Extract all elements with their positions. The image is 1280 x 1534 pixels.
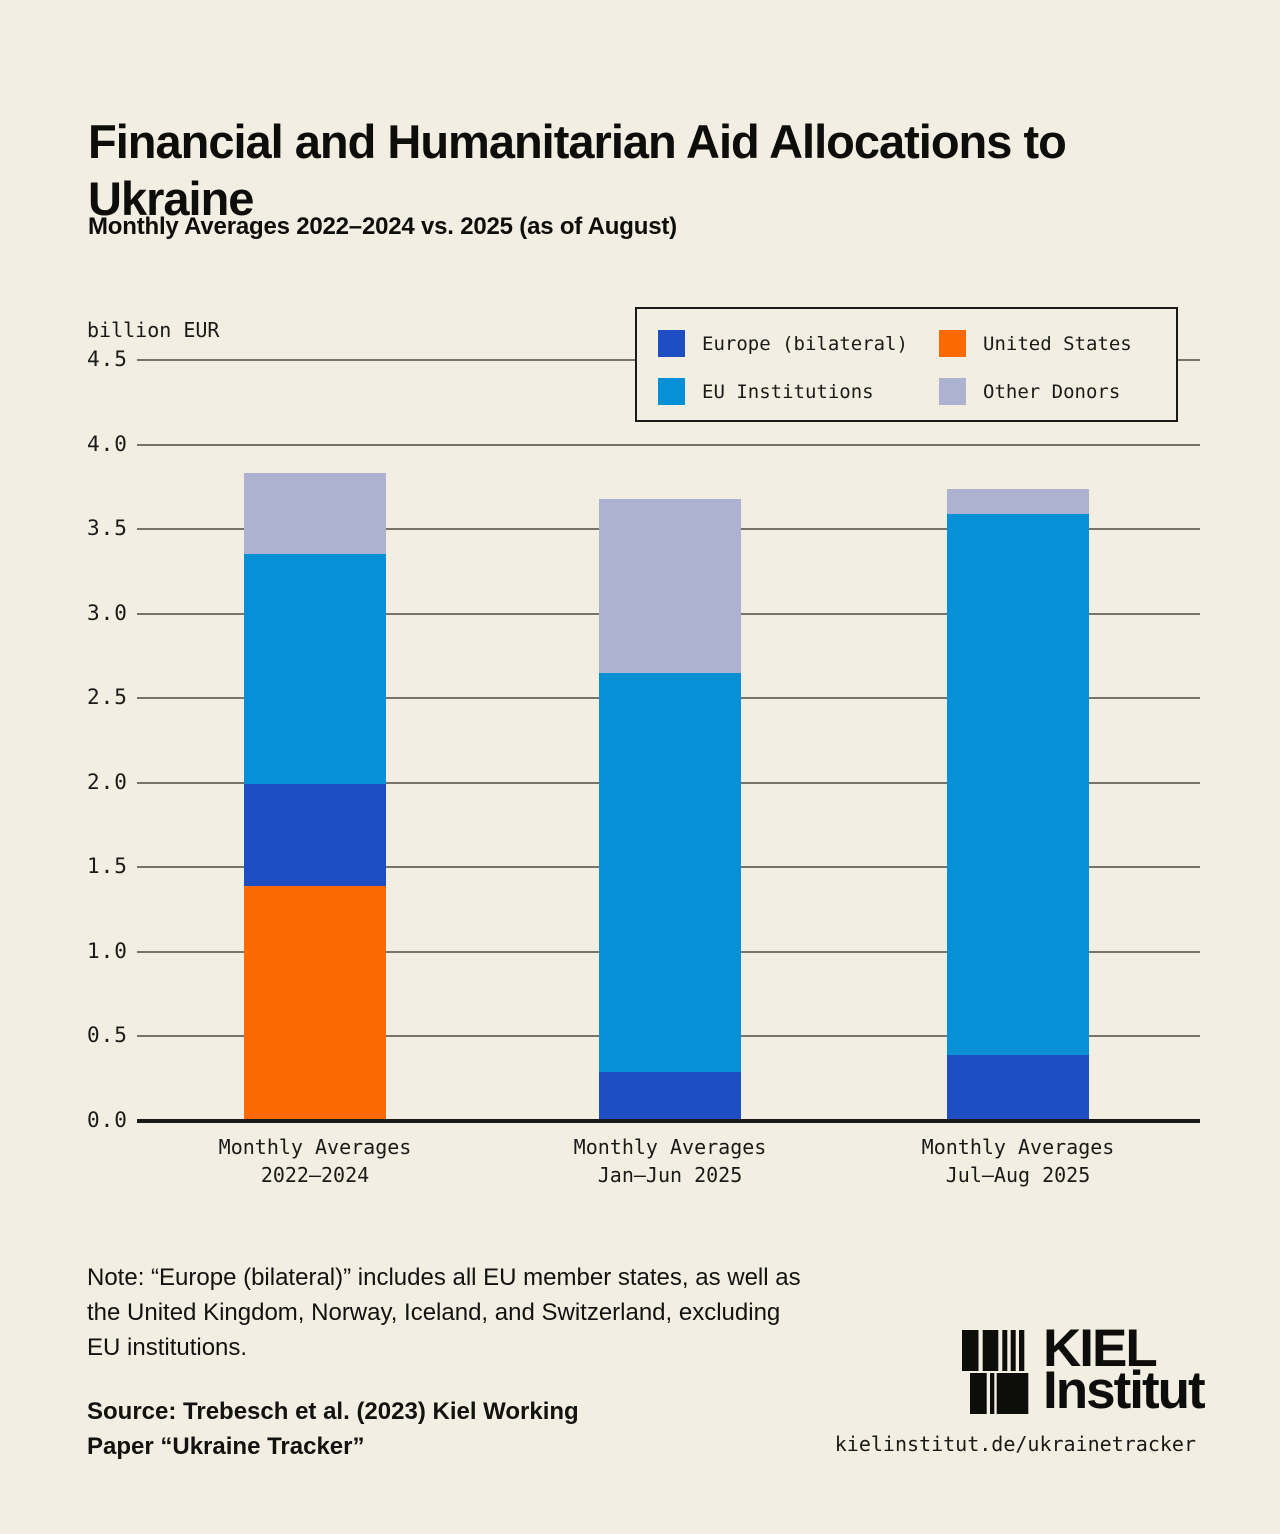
page-title: Financial and Humanitarian Aid Allocatio…	[88, 115, 1067, 226]
bar-segment	[244, 554, 386, 785]
bar-segment	[599, 672, 741, 1072]
legend-label: United States	[983, 332, 1132, 355]
y-tick-label: 3.5	[87, 516, 128, 541]
y-tick-label: 3.0	[87, 600, 128, 625]
source-text: Source: Trebesch et al. (2023) Kiel Work…	[87, 1398, 579, 1460]
bar-segment	[599, 1071, 741, 1121]
note-text: Note: “Europe (bilateral)” includes all …	[87, 1264, 801, 1361]
bar-segment	[244, 784, 386, 886]
legend-swatch-icon	[939, 330, 966, 357]
y-tick-label: 2.0	[87, 769, 128, 794]
y-tick-label: 2.5	[87, 685, 128, 710]
y-axis-unit-label: billion EUR	[87, 318, 220, 342]
legend-swatch-icon	[939, 378, 966, 405]
y-tick-label: 4.5	[87, 347, 128, 371]
legend-item: United States	[939, 330, 1132, 357]
y-tick-label: 0.0	[87, 1108, 128, 1132]
x-axis-category-label: Monthly Averages Jan–Jun 2025	[573, 1135, 767, 1187]
gridline	[137, 443, 1200, 446]
y-tick-label: 1.0	[87, 938, 128, 963]
legend: Europe (bilateral) United States EU Instit…	[635, 307, 1178, 422]
x-axis-line	[137, 1119, 1200, 1123]
bar-segment	[947, 1055, 1089, 1121]
legend-label: Europe (bilateral)	[702, 332, 908, 355]
legend-swatch-icon	[658, 378, 685, 405]
bar-segment	[947, 488, 1089, 514]
bar-segment	[244, 885, 386, 1121]
x-axis-category-label: Monthly Averages 2022–2024	[218, 1135, 412, 1187]
kiel-logo-mark-icon	[962, 1330, 1029, 1414]
page-subtitle: Monthly Averages 2022–2024 vs. 2025 (as …	[88, 213, 677, 240]
legend-item: Europe (bilateral)	[658, 330, 908, 357]
kiel-logo: KIEL Institut	[962, 1319, 1206, 1420]
legend-label: EU Institutions	[702, 380, 874, 403]
y-tick-label: 0.5	[87, 1023, 128, 1048]
bar-segment	[947, 513, 1089, 1056]
y-tick-label: 4.0	[87, 431, 128, 456]
x-axis-category-label: Monthly Averages Jul–Aug 2025	[921, 1135, 1115, 1187]
legend-label: Other Donors	[983, 380, 1121, 403]
bar-segment	[599, 498, 741, 673]
kiel-logo-line2: Institut	[1043, 1361, 1206, 1420]
tracker-url: kielinstitut.de/ukrainetracker	[834, 1432, 1196, 1456]
legend-swatch-icon	[658, 330, 685, 357]
legend-item: Other Donors	[939, 378, 1120, 405]
y-tick-label: 1.5	[87, 854, 128, 879]
kiel-logo-line1: KIEL	[1043, 1319, 1158, 1378]
kiel-logo-text: KIEL Institut	[1043, 1319, 1206, 1420]
bar-segment	[244, 473, 386, 555]
legend-item: EU Institutions	[658, 378, 874, 405]
